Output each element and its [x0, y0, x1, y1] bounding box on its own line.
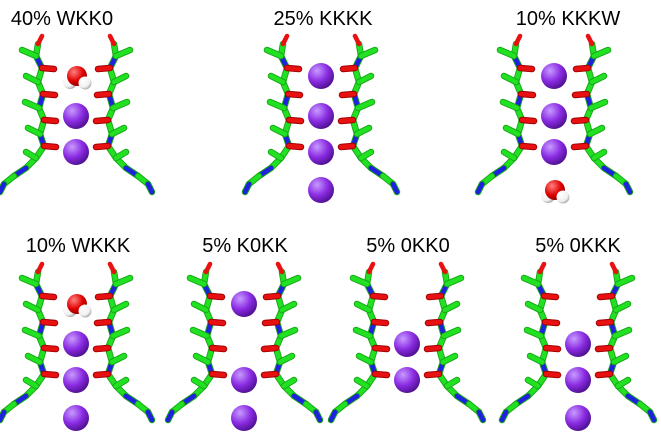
panel-label: 5% K0KK — [202, 235, 288, 257]
selectivity-filter-panel — [498, 261, 658, 431]
potassium-ion — [231, 367, 257, 393]
panel-label: 10% KKKW — [515, 8, 621, 30]
right-protein-strand — [92, 261, 156, 424]
panel-label: 40% WKK0 — [10, 8, 114, 30]
panel-label: 5% 0KKK — [535, 235, 621, 257]
selectivity-filter-panel — [0, 33, 156, 196]
hydrogen-atom — [556, 190, 570, 204]
selectivity-filter-panel — [0, 261, 156, 431]
potassium-ion — [541, 139, 567, 165]
left-protein-strand — [0, 261, 60, 424]
potassium-ion — [63, 331, 89, 357]
right-protein-strand — [337, 33, 401, 196]
selectivity-filter-panel — [241, 33, 401, 203]
potassium-ion — [231, 405, 257, 431]
panel-label: 5% 0KK0 — [366, 235, 450, 257]
left-protein-strand — [241, 33, 305, 196]
left-protein-strand — [164, 261, 228, 424]
panel-label: 25% KKKK — [273, 8, 373, 30]
hydrogen-atom — [78, 304, 92, 318]
potassium-ion — [565, 405, 591, 431]
potassium-ion — [63, 103, 89, 129]
selectivity-filter-panel — [474, 33, 634, 204]
potassium-ion — [308, 103, 334, 129]
potassium-ion — [394, 367, 420, 393]
water-molecule — [63, 66, 92, 90]
left-protein-strand — [0, 33, 60, 196]
potassium-ion — [541, 63, 567, 89]
left-protein-strand — [474, 33, 538, 196]
hydrogen-atom — [78, 76, 92, 90]
right-protein-strand — [92, 33, 156, 196]
right-protein-strand — [260, 261, 324, 424]
right-protein-strand — [423, 261, 487, 424]
potassium-ion — [308, 139, 334, 165]
water-molecule — [541, 180, 570, 204]
water-molecule — [63, 294, 92, 318]
panel-label: 10% WKKK — [25, 235, 131, 257]
potassium-ion — [394, 331, 420, 357]
potassium-ion — [308, 63, 334, 89]
potassium-ion — [63, 139, 89, 165]
potassium-ion — [541, 103, 567, 129]
potassium-ion — [63, 367, 89, 393]
selectivity-filter-panel — [164, 261, 324, 431]
selectivity-filter-panel — [327, 261, 487, 424]
potassium-ion — [565, 367, 591, 393]
left-protein-strand — [327, 261, 391, 424]
potassium-ion — [565, 331, 591, 357]
potassium-ion — [308, 177, 334, 203]
right-protein-strand — [594, 261, 658, 424]
left-protein-strand — [498, 261, 562, 424]
potassium-ion — [231, 291, 257, 317]
potassium-ion — [63, 405, 89, 431]
right-protein-strand — [570, 33, 634, 196]
